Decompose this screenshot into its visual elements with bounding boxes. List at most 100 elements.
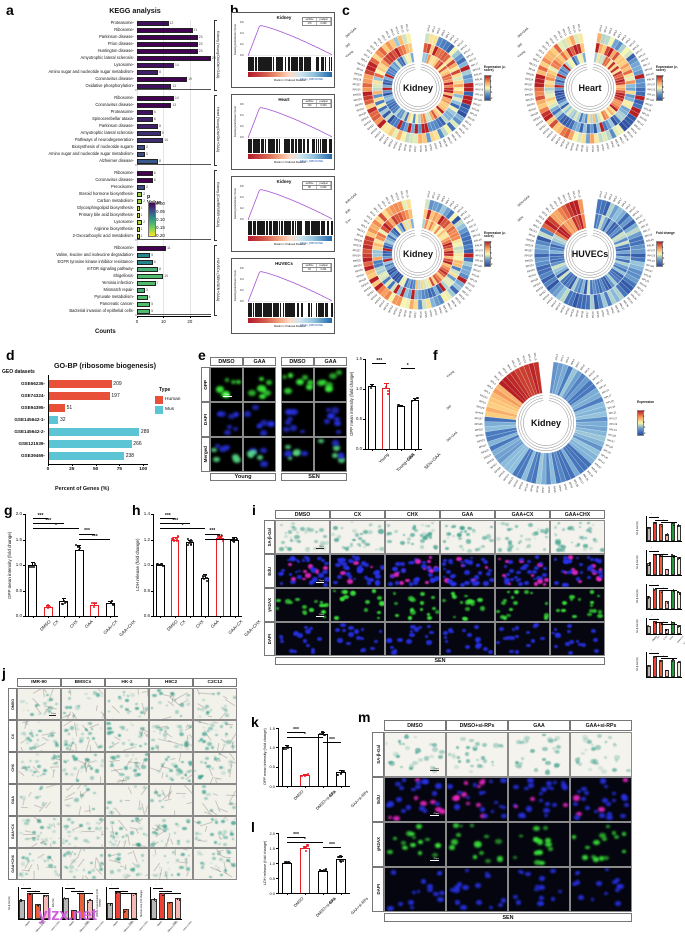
cell-nucleus [481, 557, 485, 561]
senescent-cell [91, 737, 95, 740]
microbar-datapoint [665, 600, 667, 602]
gsea-rug-tick [292, 303, 294, 317]
microbar-datapoint [653, 553, 656, 556]
fluorescent-nucleus [233, 412, 240, 418]
senescent-cell [180, 760, 184, 764]
cell-nucleus [394, 613, 399, 617]
cell-nucleus [561, 608, 567, 613]
gsea-stats-cell: 104 [303, 104, 317, 107]
senescent-cell [136, 772, 141, 777]
cell-nucleus [512, 601, 518, 606]
kegg-bar-count: 7 [156, 281, 159, 286]
svg-text:RPL13: RPL13 [394, 192, 400, 201]
bar-column [28, 565, 38, 616]
panel-i-image-cell [550, 520, 605, 554]
gsea-rug-tick [256, 303, 258, 317]
microbar-datapoint [29, 893, 31, 895]
senescent-cell [22, 710, 25, 712]
kegg-category-label: Coronavirus disease- [95, 76, 134, 82]
microbar-x-axis [646, 677, 682, 678]
cell-nucleus [348, 632, 354, 638]
senescent-cell [227, 770, 231, 774]
senescent-cell [88, 765, 91, 768]
microbar-datapoint [20, 899, 22, 901]
senescent-cell [21, 819, 26, 823]
microbar-datapoint [170, 901, 172, 903]
svg-text:RPS27: RPS27 [353, 83, 362, 86]
cell-texture [81, 831, 95, 832]
microbar-datapoint [655, 587, 657, 589]
gsea-plot: Heart setSize p.adjust 104 0.004 0.6 0.4 0.2 0.0… [231, 94, 335, 170]
senescent-cell [185, 867, 191, 871]
cell-nucleus [476, 642, 482, 648]
svg-text:RPL35: RPL35 [626, 297, 634, 305]
cell-nucleus [461, 548, 465, 551]
cell-nucleus [546, 768, 550, 771]
cell-nucleus [511, 627, 516, 631]
cell-nucleus [533, 837, 539, 842]
cell-nucleus [555, 749, 561, 754]
cell-nucleus [605, 825, 610, 829]
svg-text:RPL15: RPL15 [533, 353, 537, 362]
cell-nucleus [608, 735, 612, 739]
kegg-x-tick-label: 0 [135, 318, 139, 324]
cell-nucleus [507, 544, 513, 549]
kegg-category-label: Mismatch repair- [103, 287, 134, 293]
gsea-rug-tick [323, 139, 325, 153]
gsea-rug [248, 139, 332, 153]
senescent-cell [40, 832, 42, 834]
fluorescent-nucleus [284, 387, 292, 395]
senescent-cell [160, 840, 164, 843]
fluorescent-nucleus [224, 378, 230, 382]
senescent-cell [38, 787, 42, 791]
cell-nucleus [290, 556, 296, 561]
senescent-cell [183, 773, 187, 777]
cell-nucleus [534, 555, 540, 559]
panel-a: a KEGG analysis Proteasome- 12 Ribosome- 21… [0, 0, 228, 345]
senescent-cell [205, 792, 211, 797]
bar-errorbar-cap [30, 561, 35, 563]
gsea-rug-tick [258, 139, 259, 153]
gobp-category-label: GSE39469- [20, 453, 45, 458]
senescent-cell [228, 801, 234, 806]
svg-text:RPL11: RPL11 [561, 28, 567, 37]
svg-text:RPS2: RPS2 [438, 307, 443, 315]
cell-nucleus [428, 569, 435, 574]
svg-text:RPS8: RPS8 [536, 485, 540, 492]
cell-nucleus [280, 637, 284, 640]
svg-text:RPL4: RPL4 [535, 219, 542, 225]
gsea-rug-tick [297, 221, 299, 235]
cell-nucleus [613, 744, 618, 747]
microbar-datapoint [660, 660, 663, 662]
fluorescent-nucleus [223, 445, 231, 451]
cell-nucleus [525, 739, 530, 742]
cell-texture [89, 761, 94, 764]
kegg-bar [137, 96, 174, 101]
cell-nucleus [507, 548, 511, 551]
cell-nucleus [527, 522, 534, 527]
senescent-cell [66, 850, 72, 855]
gsea-rug-tick [280, 57, 282, 71]
senescent-cell [226, 849, 229, 852]
panel-l-label: l [251, 819, 255, 835]
gsea-rug-tick [265, 57, 266, 71]
kegg-bar-count: 2 [143, 199, 146, 204]
cell-nucleus [519, 566, 524, 570]
senescent-cell [48, 863, 53, 868]
fluorescent-nucleus [323, 419, 331, 425]
cell-nucleus [414, 748, 421, 754]
cell-nucleus [294, 534, 300, 539]
senescent-cell [231, 838, 235, 841]
senescent-cell [221, 770, 227, 775]
kegg-bar [137, 192, 143, 197]
cell-nucleus [601, 798, 609, 804]
cell-nucleus [452, 796, 459, 802]
sig-bracket [204, 538, 235, 540]
svg-text:RPL38: RPL38 [614, 305, 620, 314]
gsea-rug-tick [282, 303, 284, 317]
cell-nucleus [415, 559, 422, 564]
cell-nucleus [360, 538, 364, 541]
senescent-cell [25, 838, 27, 840]
bar-x-axis [365, 449, 422, 450]
gsea-rank-gradient [248, 72, 332, 77]
